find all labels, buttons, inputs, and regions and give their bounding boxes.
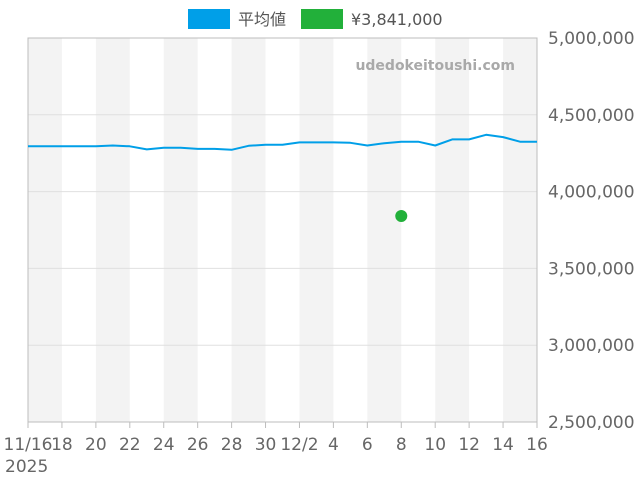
x-tick-label: 12	[458, 435, 480, 455]
x-tick-label: 26	[187, 435, 209, 455]
band	[503, 38, 537, 422]
x-tick-label: 14	[492, 435, 514, 455]
average-price-line	[28, 133, 537, 151]
x-tick-label: 28	[221, 435, 243, 455]
x-tick-label: 30	[255, 435, 277, 455]
legend-label-average: 平均値	[238, 10, 286, 29]
band	[231, 38, 266, 422]
x-tick-label: 18	[51, 435, 73, 455]
listing-price-point	[395, 210, 408, 223]
x-tick-label: 4	[328, 435, 339, 455]
x-tick-label: 22	[119, 435, 141, 455]
plot-area-border	[27, 37, 538, 423]
band	[435, 38, 470, 422]
legend[interactable]: 平均値 ¥3,841,000	[188, 9, 443, 29]
band	[163, 38, 198, 422]
x-tick-label: 8	[396, 435, 407, 455]
y-tick-label: 2,500,000	[548, 413, 635, 433]
y-tick-label: 5,000,000	[548, 29, 635, 49]
x-axis-year-label: 2025	[5, 457, 48, 477]
x-tick-label: 11/16	[4, 435, 53, 455]
band	[95, 38, 130, 422]
y-tick-label: 4,500,000	[548, 106, 635, 126]
watermark-text: udedokeitoushi.com	[355, 58, 515, 74]
x-tick-label: 10	[424, 435, 446, 455]
band	[299, 38, 334, 422]
x-tick-label: 20	[85, 435, 107, 455]
legend-label-listing: ¥3,841,000	[351, 10, 443, 29]
alternating-bands	[28, 38, 537, 422]
x-tick-label: 12/2	[280, 435, 318, 455]
legend-swatch-average	[188, 9, 230, 29]
x-tick-label: 6	[362, 435, 373, 455]
x-tick-label: 16	[526, 435, 548, 455]
band	[28, 38, 62, 422]
x-tick-label: 24	[153, 435, 175, 455]
legend-swatch-listing	[301, 9, 343, 29]
series-layer	[27, 133, 538, 223]
y-axis-ticks: 5,000,000 4,500,000 4,000,000 3,500,000 3,00…	[548, 29, 635, 433]
y-tick-label: 3,000,000	[548, 336, 635, 356]
y-tick-label: 4,000,000	[548, 183, 635, 203]
y-tick-label: 3,500,000	[548, 259, 635, 279]
band	[367, 38, 402, 422]
